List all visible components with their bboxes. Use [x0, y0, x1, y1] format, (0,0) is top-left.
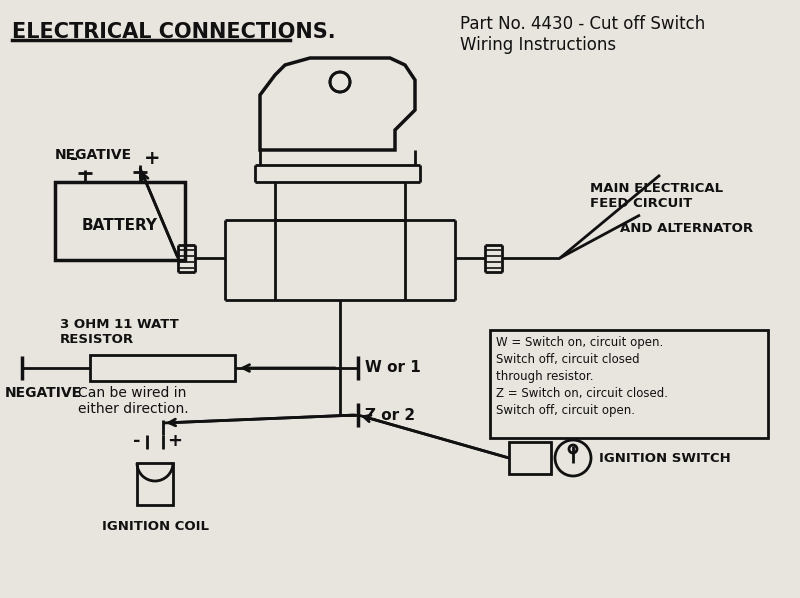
Text: NEGATIVE: NEGATIVE [55, 148, 132, 162]
Circle shape [330, 72, 350, 92]
Text: +: + [167, 432, 182, 450]
Bar [509, 442, 551, 474]
Bar [55, 182, 185, 260]
Text: IGNITION COIL: IGNITION COIL [102, 520, 209, 533]
Text: Part No. 4430 - Cut off Switch: Part No. 4430 - Cut off Switch [460, 15, 706, 33]
Bar [490, 330, 768, 438]
Bar [90, 355, 235, 381]
Text: +: + [144, 149, 160, 168]
Text: W = Switch on, circuit open.
Switch off, circuit closed
through resistor.
Z = Sw: W = Switch on, circuit open. Switch off,… [496, 336, 668, 417]
Text: Z or 2: Z or 2 [365, 407, 415, 423]
Text: 3 OHM 11 WATT
RESISTOR: 3 OHM 11 WATT RESISTOR [60, 318, 178, 346]
Text: MAIN ELECTRICAL
FEED CIRCUIT: MAIN ELECTRICAL FEED CIRCUIT [590, 182, 723, 210]
Text: -: - [70, 149, 78, 168]
Text: ELECTRICAL CONNECTIONS.: ELECTRICAL CONNECTIONS. [12, 22, 336, 42]
Text: W or 1: W or 1 [365, 361, 421, 376]
Text: Can be wired in
either direction.: Can be wired in either direction. [78, 386, 189, 416]
Bar [137, 463, 173, 505]
Text: AND ALTERNATOR: AND ALTERNATOR [620, 221, 753, 234]
Circle shape [555, 440, 591, 476]
Text: Wiring Instructions: Wiring Instructions [460, 36, 616, 54]
Text: NEGATIVE: NEGATIVE [5, 386, 82, 400]
Text: IGNITION SWITCH: IGNITION SWITCH [599, 451, 730, 465]
Text: BATTERY: BATTERY [82, 218, 158, 233]
Text: -: - [134, 432, 141, 450]
